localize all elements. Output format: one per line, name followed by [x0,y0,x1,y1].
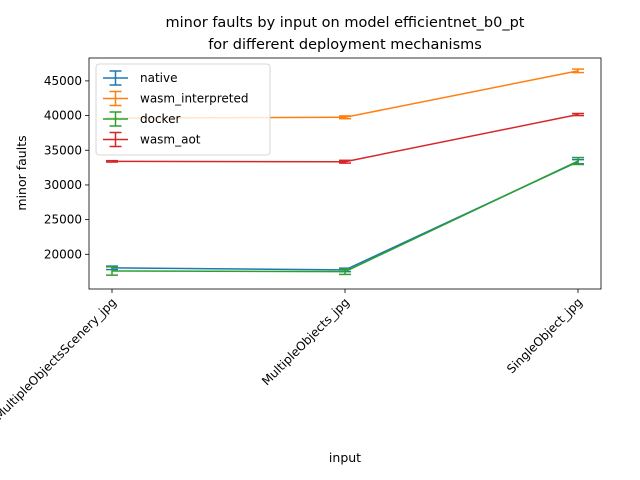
legend-item-docker: docker [103,111,180,127]
legend-label: docker [140,112,180,126]
series-docker [106,156,584,276]
legend-label: wasm_aot [140,133,201,147]
y-tick-label: 35000 [44,143,82,157]
legend-label: wasm_interpreted [140,92,248,106]
y-tick-label: 40000 [44,109,82,123]
legend-box [95,63,271,156]
x-tick-label: MultipleObjectsScenery_jpg [0,295,119,422]
y-tick-label: 30000 [44,178,82,192]
series-wasm_aot [106,112,584,164]
legend-item-wasm_aot: wasm_aot [103,131,201,148]
x-axis: MultipleObjectsScenery_jpg MultipleObject… [0,289,585,423]
legend-item-wasm_interpreted: wasm_interpreted [103,90,248,107]
series-line [111,113,579,163]
x-tick-label: SingleObject_jpg [504,295,585,376]
legend-label: native [140,71,177,85]
x-axis-label: input [329,450,361,465]
legend-item-native: native [103,70,177,86]
chart-title-line-2: for different deployment mechanisms [208,37,482,53]
y-tick-label: 25000 [44,213,82,227]
chart-title-line-1: minor faults by input on model efficient… [166,15,525,31]
y-axis: 20000 25000 30000 35000 40000 45000 [44,74,89,261]
series-line [111,160,579,273]
y-tick-label: 45000 [44,74,82,88]
x-tick-label: MultipleObjects_jpg [259,295,352,388]
y-axis-label: minor faults [14,135,29,210]
y-tick-label: 20000 [44,247,82,261]
